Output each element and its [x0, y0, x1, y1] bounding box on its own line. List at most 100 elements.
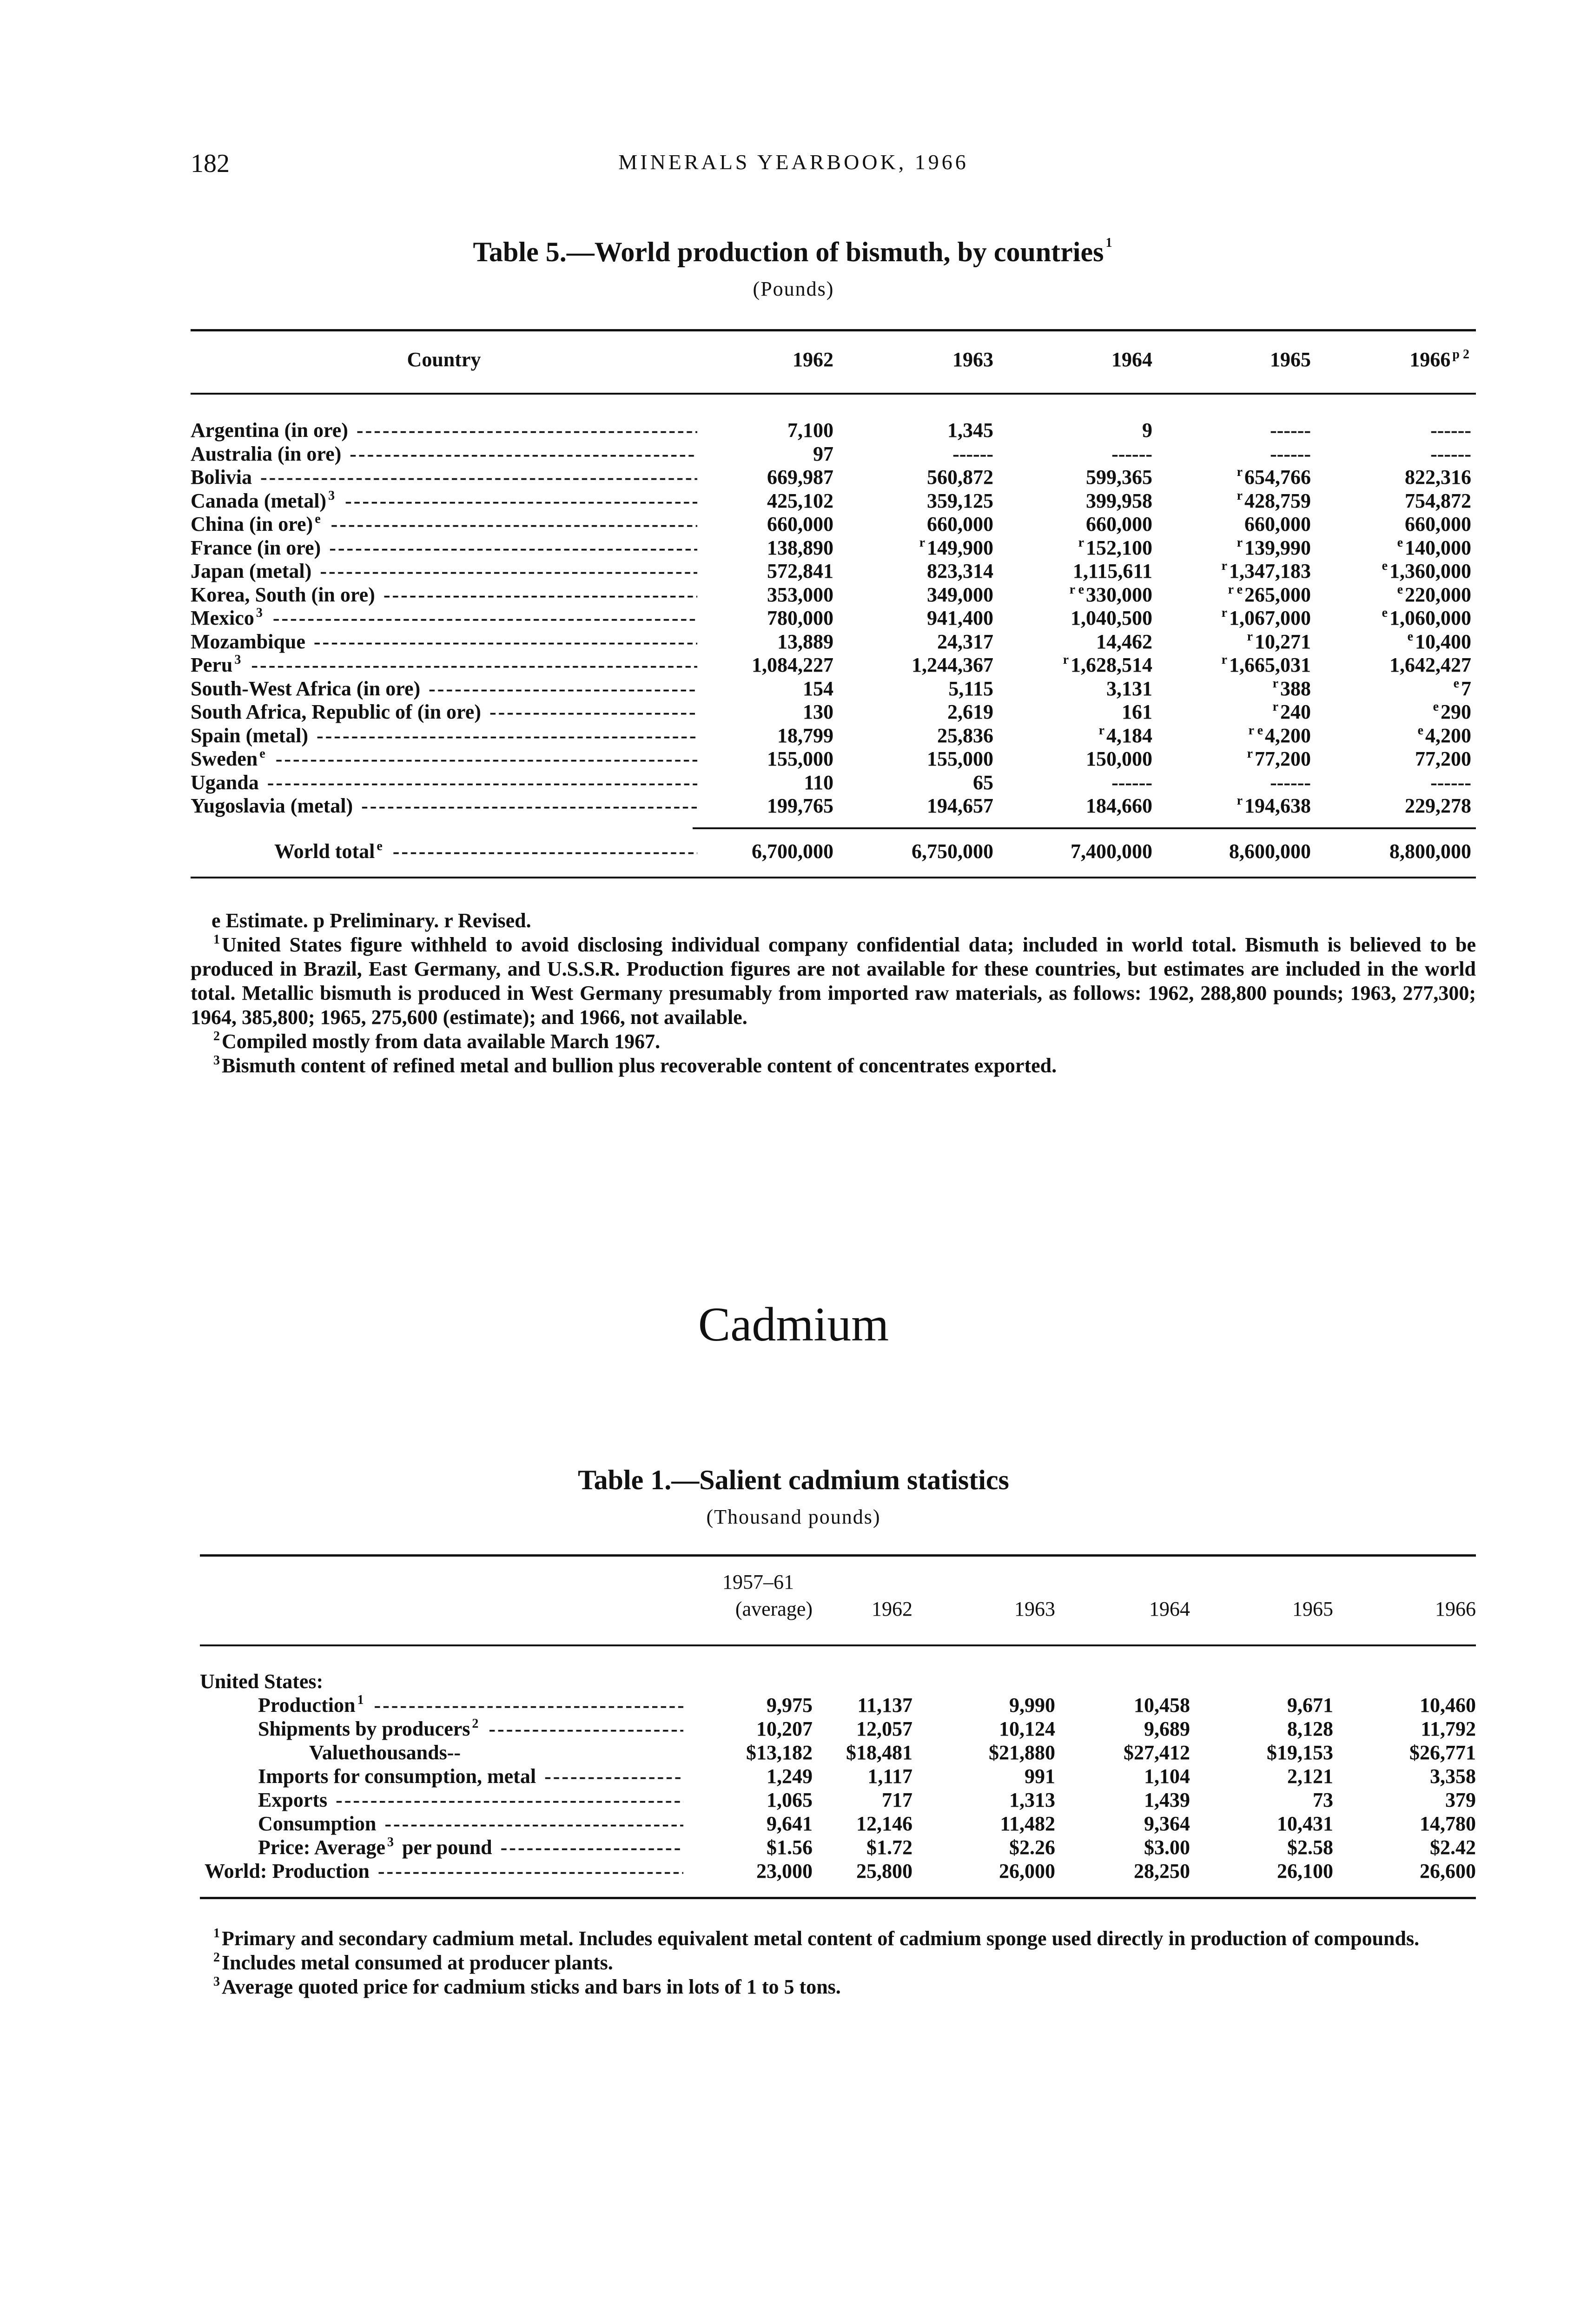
table-cell: 660,000: [1086, 513, 1152, 535]
table-row: Canada (metal) 3 -------------------------…: [0, 489, 1587, 513]
table-cell: 3,358: [1430, 1765, 1476, 1788]
table-cell: 10,124: [999, 1717, 1055, 1740]
label-text: Production: [258, 1694, 356, 1717]
table-cell: 572,841: [767, 560, 833, 582]
label-text: Shipments by producers: [258, 1717, 470, 1740]
table-cell: 25,800: [856, 1860, 913, 1882]
label-text: Sweden: [191, 747, 258, 770]
footnote-mark: 2: [213, 1029, 220, 1043]
table-row: South-West Africa (in ore) --------------…: [0, 676, 1587, 700]
column-header-year: 1964: [1111, 348, 1152, 371]
footnote-ref: 3: [328, 489, 335, 503]
label-text: World: Production: [205, 1860, 370, 1882]
year-label: 1962: [793, 348, 833, 371]
cell-value: 1,060,000: [1389, 607, 1471, 629]
table-cell: 660,000: [1405, 513, 1471, 535]
dot-leader: ----------------------------------------…: [345, 489, 697, 512]
row-label: South Africa, Republic of (in ore) ------…: [191, 700, 697, 724]
label-text: Price: Average: [258, 1836, 386, 1859]
dot-leader: ----------------------------------------…: [377, 1860, 683, 1882]
footnote-mark: 2: [213, 1950, 220, 1965]
footnote-text: e Estimate. p Preliminary. r Revised.: [212, 909, 531, 932]
footnote-text: United States figure withheld to avoid d…: [191, 933, 1476, 1029]
footnote-text: Average quoted price for cadmium sticks …: [222, 1975, 841, 1998]
year-label: 1966: [1409, 348, 1451, 371]
table-cell: 1,244,367: [912, 654, 993, 676]
dot-leader: ----------------------------------------…: [350, 442, 697, 465]
table-cell: 73: [1313, 1789, 1333, 1811]
note-mark: r: [1221, 606, 1227, 620]
note-mark: r: [919, 535, 925, 550]
footnote-ref: 3: [387, 1835, 394, 1849]
table-cell: ------: [1270, 771, 1311, 794]
table-row: Mozambique ------------------------------…: [0, 629, 1587, 654]
row-label: United States:: [200, 1670, 683, 1693]
table-cell: 10,460: [1420, 1694, 1476, 1717]
table-cell: 6,700,000: [752, 840, 833, 863]
column-header-year: 1965: [1292, 1598, 1333, 1620]
footnote-ref: e: [315, 512, 321, 526]
table-cell: e1,360,000: [1380, 559, 1471, 583]
table-cell: 150,000: [1086, 747, 1152, 770]
table-cell: 560,872: [927, 466, 993, 489]
table-row: Mexico 3 ---------------------------------…: [0, 606, 1587, 630]
cell-value: 4,200: [1425, 724, 1471, 747]
table-cell: ------: [1111, 771, 1152, 794]
label-text: Imports for consumption, metal: [258, 1765, 536, 1788]
dot-leader: ----------------------------------------…: [260, 466, 697, 489]
cell-value: 265,000: [1244, 583, 1311, 606]
table-cell: 8,800,000: [1389, 840, 1471, 863]
table-cell: r4,184: [1097, 723, 1152, 747]
column-header-period-note: (average): [735, 1598, 813, 1620]
table-cell: r654,766: [1235, 465, 1311, 489]
label-text: Mexico: [191, 607, 254, 629]
table-cell: 5,115: [948, 677, 993, 700]
table-row: Spain (metal) ---------------------------…: [0, 723, 1587, 747]
dot-leader: ----------------------------------------…: [336, 1789, 683, 1811]
table-cell: e7: [1452, 676, 1471, 700]
footnote-mark: 3: [213, 1053, 220, 1068]
table-cell: e10,400: [1406, 629, 1471, 654]
table-cell: $1.56: [767, 1836, 813, 1859]
table-cell: $2.26: [1009, 1836, 1055, 1859]
table-cell: 1,104: [1144, 1765, 1190, 1788]
label-text: Spain (metal): [191, 724, 308, 747]
label-suffix: per pound: [402, 1836, 492, 1859]
label-text: Consumption: [258, 1812, 377, 1835]
label-text: Exports: [258, 1789, 328, 1811]
page-number: 182: [191, 149, 230, 178]
dot-leader: ----------------------------------------…: [392, 840, 697, 863]
dot-leader: ----------------------------------------…: [313, 630, 697, 653]
dot-leader: ----------------------------------------…: [384, 1812, 683, 1835]
table-row: Bolivia ---------------------------------…: [0, 465, 1587, 489]
table-cell: 1,115,611: [1072, 560, 1152, 582]
footnote-ref: 3: [256, 606, 263, 620]
footnote-ref: 3: [234, 653, 241, 667]
year-label: 1965: [1270, 348, 1311, 371]
table-cell: r e330,000: [1068, 582, 1152, 607]
row-label: World: Production -----------------------…: [205, 1859, 683, 1883]
column-header-year: 1966 p 2: [1409, 348, 1471, 371]
footnote-ref: 2: [472, 1717, 479, 1731]
cell-value: 149,900: [927, 536, 993, 559]
column-header-year: 1964: [1149, 1598, 1190, 1620]
note-mark: r: [1272, 700, 1278, 714]
note-mark: e: [1397, 535, 1403, 550]
table-cell: 717: [882, 1789, 913, 1811]
table-cell: $19,153: [1267, 1741, 1333, 1764]
table-cell: 941,400: [927, 607, 993, 629]
table-cell: 13,889: [777, 630, 833, 653]
table-cell: e4,200: [1416, 723, 1471, 747]
footnote-text: Bismuth content of refined metal and bul…: [222, 1054, 1057, 1077]
cell-value: 4,200: [1265, 724, 1311, 747]
table-cell: e140,000: [1395, 535, 1471, 560]
table-cell: r428,759: [1235, 489, 1311, 513]
table-cell: 6,750,000: [912, 840, 993, 863]
note-mark: r: [1237, 793, 1243, 808]
row-label: Mexico 3 ---------------------------------…: [191, 606, 697, 630]
cell-value: 140,000: [1405, 536, 1471, 559]
table-cell: 669,987: [767, 466, 833, 489]
note-mark: e: [1417, 723, 1423, 738]
table-cell: 349,000: [927, 583, 993, 606]
row-label: Shipments by producers 2 -----------------…: [258, 1717, 683, 1741]
